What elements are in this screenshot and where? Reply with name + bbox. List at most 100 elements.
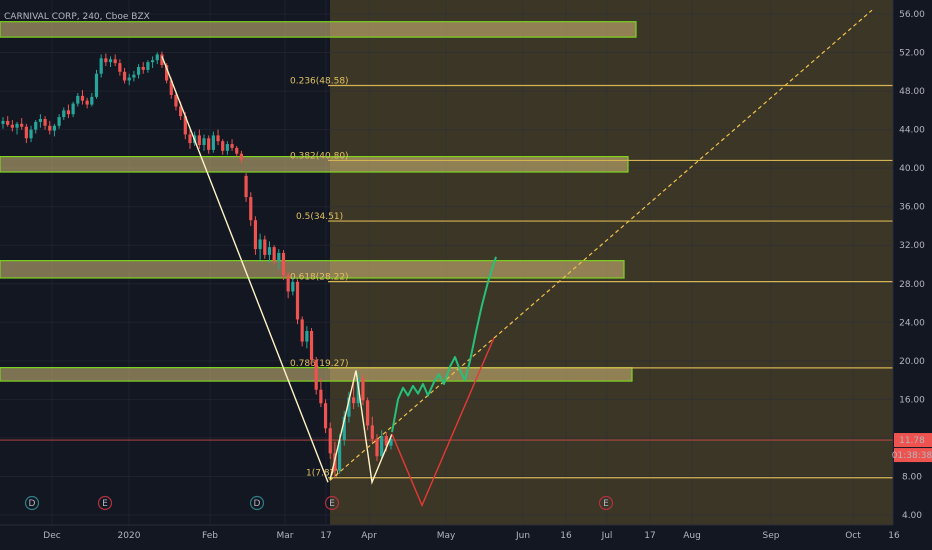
price-axis-tick-label: 32.00 — [899, 241, 925, 251]
bearish-projection-path[interactable] — [391, 337, 495, 508]
candle-body[interactable] — [253, 220, 258, 250]
event-marker[interactable] — [324, 495, 340, 511]
candle-body[interactable] — [361, 378, 365, 401]
candle-body[interactable] — [99, 58, 103, 74]
candle-body[interactable] — [347, 397, 351, 417]
candle-body[interactable] — [375, 438, 379, 457]
candle-body[interactable] — [146, 62, 150, 70]
candle-body[interactable] — [197, 135, 201, 146]
candle-body[interactable] — [202, 138, 206, 146]
candle-body[interactable] — [239, 153, 244, 160]
candle-body[interactable] — [94, 73, 99, 97]
event-marker[interactable] — [249, 495, 265, 511]
candle-body[interactable] — [43, 119, 47, 126]
fib-trend-line[interactable] — [161, 56, 329, 483]
candle-body[interactable] — [76, 95, 80, 104]
candle-body[interactable] — [366, 400, 370, 426]
candle-body[interactable] — [48, 125, 52, 131]
fib-level-label: 0.382(40.80) — [290, 151, 349, 161]
fib-level-label: 0.236(48.58) — [290, 76, 349, 86]
candle-body[interactable] — [38, 119, 42, 122]
candle-body[interactable] — [235, 147, 239, 154]
candle-body[interactable] — [165, 65, 169, 81]
candle-body[interactable] — [6, 120, 10, 125]
candle-body[interactable] — [305, 330, 309, 342]
candle-body[interactable] — [211, 135, 215, 150]
candle-body[interactable] — [80, 95, 85, 101]
candle-body[interactable] — [272, 247, 276, 261]
candle-body[interactable] — [127, 77, 131, 81]
candle-body[interactable] — [291, 281, 295, 292]
time-axis[interactable] — [0, 525, 932, 550]
candle-body[interactable] — [29, 129, 33, 139]
candle-body[interactable] — [328, 428, 332, 454]
candle-body[interactable] — [66, 110, 71, 115]
candle-body[interactable] — [136, 66, 141, 75]
support-resistance-zone[interactable] — [0, 21, 637, 38]
candle-body[interactable] — [71, 103, 75, 115]
support-resistance-zone[interactable] — [0, 260, 625, 279]
candle-body[interactable] — [207, 138, 211, 150]
candle-body[interactable] — [104, 58, 108, 63]
candle-body[interactable] — [108, 59, 113, 63]
candle-body[interactable] — [155, 54, 159, 61]
candle-body[interactable] — [249, 197, 253, 221]
candle-body[interactable] — [122, 71, 127, 81]
candle-body[interactable] — [380, 435, 384, 457]
candle-body[interactable] — [384, 435, 388, 446]
candle-body[interactable] — [24, 126, 28, 139]
candle-body[interactable] — [15, 123, 19, 128]
candle-body[interactable] — [352, 397, 356, 404]
candle-body[interactable] — [281, 252, 286, 276]
candle-body[interactable] — [34, 121, 38, 130]
candle-body[interactable] — [174, 94, 178, 107]
candle-body[interactable] — [263, 239, 267, 255]
candle-body[interactable] — [300, 319, 304, 342]
candle-body[interactable] — [258, 239, 262, 250]
candle-body[interactable] — [295, 281, 300, 320]
price-axis[interactable] — [893, 0, 932, 550]
candle-body[interactable] — [150, 60, 155, 63]
candle-body[interactable] — [323, 403, 328, 429]
event-marker[interactable] — [97, 495, 113, 511]
candle-body[interactable] — [10, 124, 14, 128]
candle-body[interactable] — [314, 359, 318, 390]
candle-body[interactable] — [244, 175, 248, 198]
candle-body[interactable] — [277, 252, 281, 261]
candle-body[interactable] — [216, 135, 220, 142]
candle-body[interactable] — [52, 125, 57, 131]
candle-body[interactable] — [225, 144, 229, 151]
candle-body[interactable] — [90, 96, 94, 105]
candle-body[interactable] — [337, 439, 342, 471]
candle-body[interactable] — [309, 330, 314, 360]
candle-body[interactable] — [62, 110, 66, 118]
event-marker[interactable] — [598, 495, 614, 511]
candle-body[interactable] — [57, 117, 61, 126]
candle-body[interactable] — [370, 425, 374, 439]
candle-body[interactable] — [20, 123, 24, 127]
candle-body[interactable] — [342, 416, 346, 440]
event-marker-label: E — [102, 499, 108, 509]
candle-body[interactable] — [188, 134, 192, 144]
dashed-trend-projection[interactable] — [329, 9, 873, 481]
event-marker[interactable] — [24, 495, 40, 511]
candle-body[interactable] — [113, 59, 117, 64]
candle-body[interactable] — [389, 438, 393, 446]
wave-drawing[interactable] — [329, 370, 393, 485]
bullish-projection-path[interactable] — [391, 256, 497, 433]
candle-body[interactable] — [267, 247, 272, 255]
candle-body[interactable] — [141, 66, 145, 70]
candle-body[interactable] — [132, 74, 136, 78]
candle-body[interactable] — [85, 100, 89, 105]
candle-body[interactable] — [1, 120, 5, 124]
candle-body[interactable] — [179, 106, 183, 117]
candle-body[interactable] — [169, 80, 173, 95]
candle-body[interactable] — [230, 144, 234, 148]
candle-body[interactable] — [319, 389, 323, 404]
candle-body[interactable] — [160, 54, 164, 66]
candle-body[interactable] — [221, 141, 225, 151]
candle-body[interactable] — [183, 116, 187, 135]
candle-body[interactable] — [118, 63, 122, 72]
candle-body[interactable] — [286, 275, 290, 292]
